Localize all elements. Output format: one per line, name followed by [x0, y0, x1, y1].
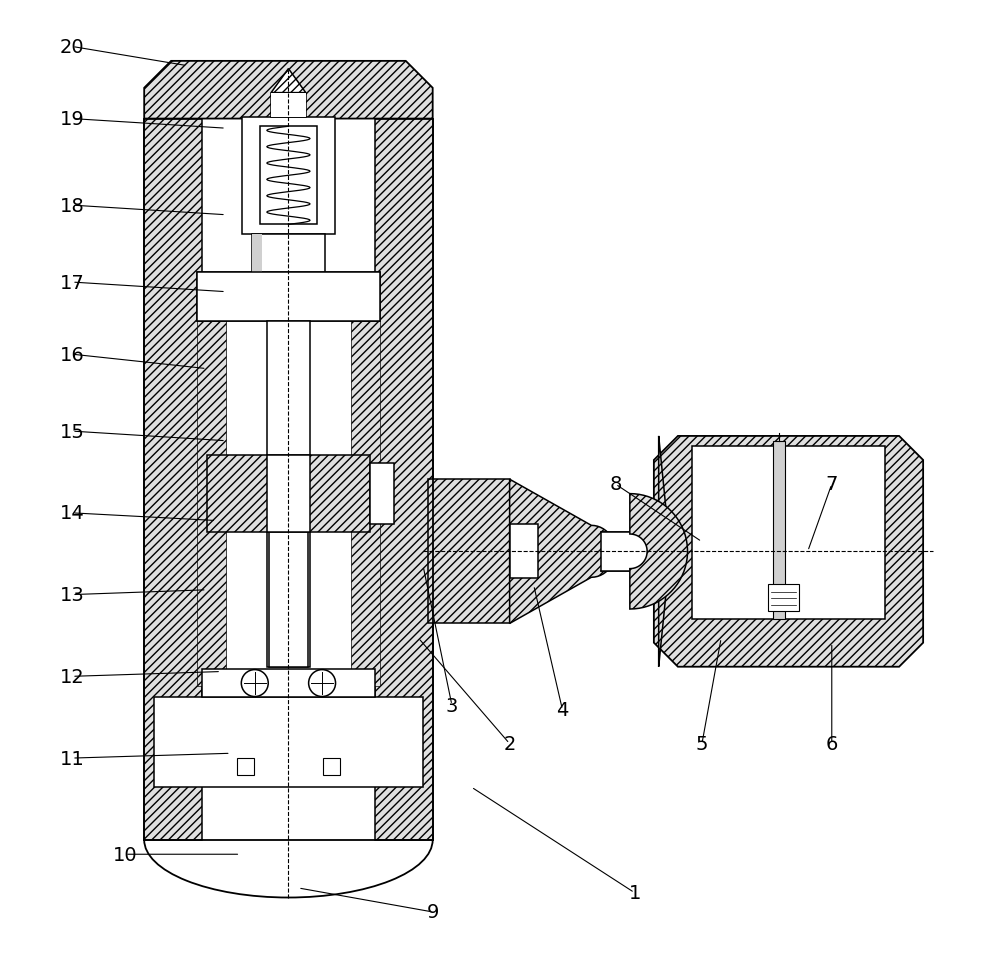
Bar: [428, 480, 510, 624]
Text: 20: 20: [60, 38, 84, 57]
Bar: [144, 119, 202, 840]
Circle shape: [241, 670, 268, 697]
Text: 4: 4: [556, 701, 569, 720]
Bar: [271, 93, 306, 117]
Text: 2: 2: [503, 735, 516, 753]
Text: 6: 6: [826, 735, 838, 753]
Text: 17: 17: [60, 273, 84, 293]
Bar: [601, 533, 673, 571]
Bar: [242, 117, 335, 234]
Bar: [267, 455, 310, 533]
Polygon shape: [654, 436, 923, 667]
Bar: [370, 463, 394, 525]
Text: 9: 9: [426, 902, 439, 922]
Polygon shape: [659, 436, 668, 667]
Bar: [269, 533, 308, 667]
Bar: [252, 234, 325, 273]
Bar: [154, 698, 423, 787]
Circle shape: [309, 670, 336, 697]
Bar: [692, 446, 885, 619]
Text: 16: 16: [60, 345, 84, 364]
Bar: [351, 321, 380, 686]
Bar: [267, 321, 310, 667]
Bar: [510, 525, 538, 578]
Text: 19: 19: [60, 109, 84, 129]
Bar: [207, 455, 370, 533]
Text: 10: 10: [113, 845, 137, 863]
Text: 3: 3: [446, 696, 458, 715]
Text: 5: 5: [696, 735, 708, 753]
Text: 8: 8: [609, 475, 622, 494]
Bar: [252, 234, 262, 273]
Bar: [197, 321, 226, 686]
Bar: [197, 273, 380, 321]
Bar: [237, 759, 254, 775]
Text: 7: 7: [826, 475, 838, 494]
Bar: [375, 119, 433, 840]
Polygon shape: [510, 480, 615, 624]
Text: 18: 18: [60, 197, 84, 215]
Text: 15: 15: [60, 422, 84, 441]
Bar: [260, 127, 317, 225]
Text: 14: 14: [60, 504, 84, 523]
Bar: [197, 273, 380, 321]
Polygon shape: [630, 494, 687, 610]
Text: 11: 11: [60, 749, 84, 767]
Bar: [323, 759, 340, 775]
Text: 13: 13: [60, 585, 84, 605]
Bar: [271, 93, 306, 117]
Polygon shape: [271, 70, 306, 93]
Bar: [773, 441, 785, 619]
Bar: [202, 669, 375, 698]
Polygon shape: [144, 62, 433, 119]
Bar: [768, 584, 799, 611]
Text: 1: 1: [628, 884, 641, 902]
Text: 12: 12: [60, 667, 84, 686]
